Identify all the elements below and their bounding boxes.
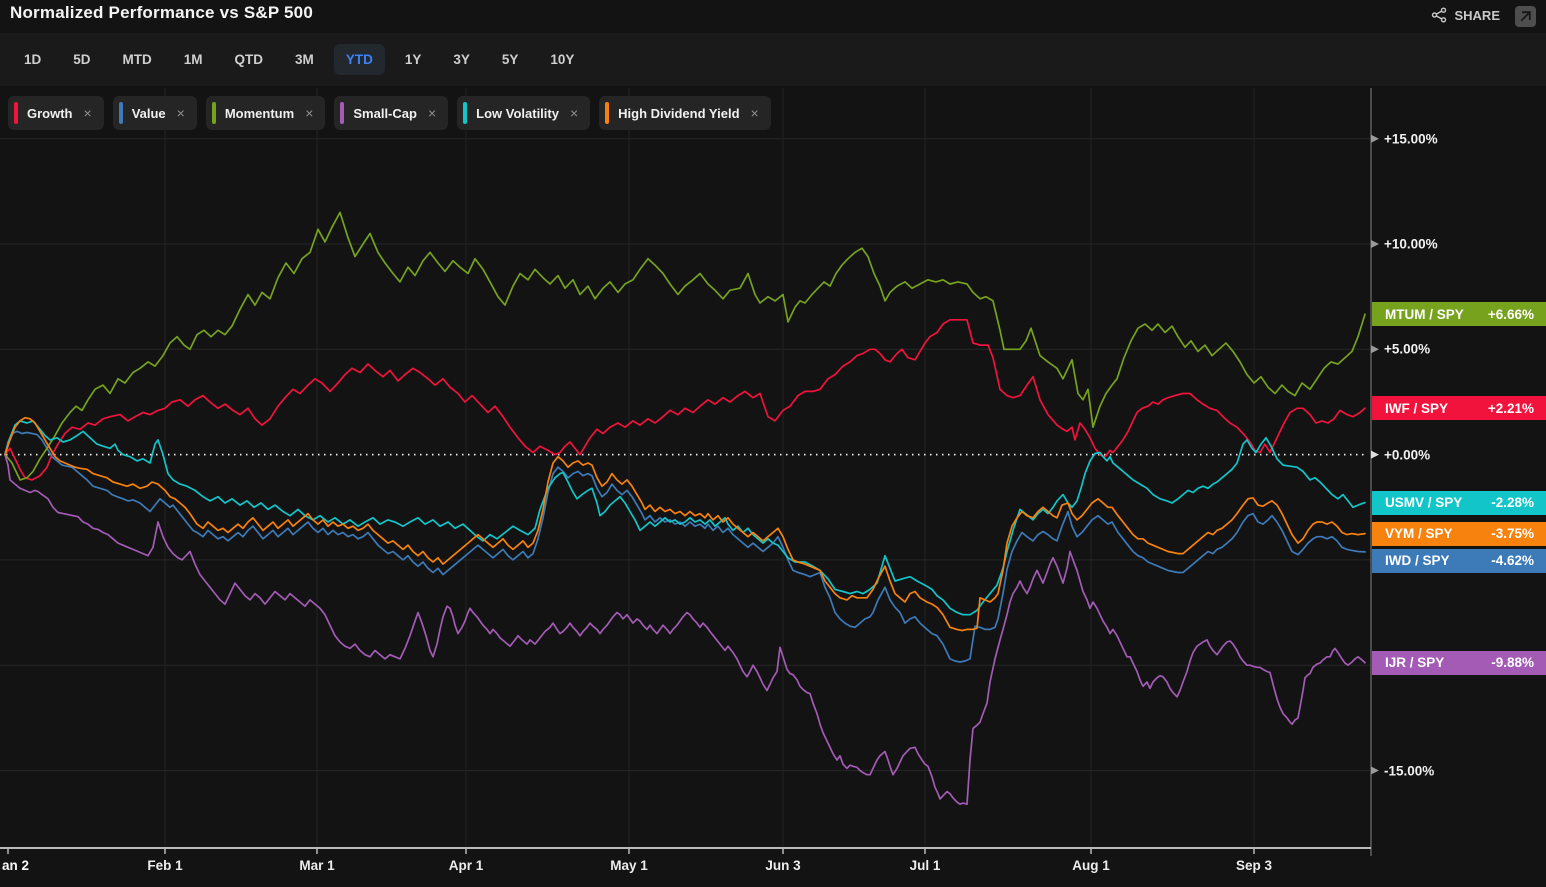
close-icon[interactable]: × xyxy=(305,105,314,121)
y-axis-tick-label: -15.00% xyxy=(1384,763,1435,778)
legend-chip-label: Value xyxy=(131,105,166,121)
legend-chip-label: Low Volatility xyxy=(476,105,559,121)
y-axis-tick-label: +10.00% xyxy=(1384,236,1438,252)
tab-1d[interactable]: 1D xyxy=(24,52,42,67)
legend-color-bar xyxy=(14,102,18,124)
tab-qtd[interactable]: QTD xyxy=(234,52,264,67)
tab-1y[interactable]: 1Y xyxy=(404,52,422,67)
close-icon[interactable]: × xyxy=(176,105,185,121)
tab-5y[interactable]: 5Y xyxy=(501,52,519,67)
close-icon[interactable]: × xyxy=(569,105,579,121)
series-end-badge-mtum: MTUM / SPY +6.66% xyxy=(1372,302,1546,327)
tab-5d[interactable]: 5D xyxy=(73,52,91,67)
tab-ytd[interactable]: YTD xyxy=(333,44,385,75)
series-line-ijr xyxy=(4,453,1366,806)
series-end-badge-usmv: USMV / SPY -2.28% xyxy=(1372,490,1546,515)
legend-color-bar xyxy=(463,102,468,124)
tab-1m[interactable]: 1M xyxy=(183,52,203,67)
badge-ticker-label: VYM / SPY xyxy=(1385,526,1453,542)
badge-ticker-label: IJR / SPY xyxy=(1385,655,1445,671)
tab-3m[interactable]: 3M xyxy=(295,52,314,67)
legend-chip-low-volatility[interactable]: Low Volatility × xyxy=(457,96,591,130)
badge-value: -3.75% xyxy=(1491,526,1534,542)
badge-ticker-label: USMV / SPY xyxy=(1385,495,1463,511)
badge-value: +6.66% xyxy=(1487,306,1534,322)
series-line-vym xyxy=(4,416,1366,632)
series-end-badge-vym: VYM / SPY -3.75% xyxy=(1372,521,1546,546)
series-line-usmv xyxy=(4,420,1366,616)
external-link-button[interactable] xyxy=(1515,6,1536,27)
close-icon[interactable]: × xyxy=(83,105,92,121)
x-axis-tick-label: Jun 3 xyxy=(765,858,801,873)
gridlines xyxy=(0,88,1371,848)
time-range-tabbar: 1D 5D MTD 1M QTD 3M YTD 1Y 3Y 5Y 10Y xyxy=(0,33,1546,86)
legend-chip-label: Momentum xyxy=(224,105,295,121)
badge-value: -4.62% xyxy=(1491,553,1534,569)
external-link-icon xyxy=(1520,11,1531,22)
legend-color-bar xyxy=(605,102,610,124)
series-lines xyxy=(4,211,1366,806)
legend-chip-growth[interactable]: Growth × xyxy=(8,96,104,130)
legend-chip-value[interactable]: Value × xyxy=(112,96,197,130)
series-line-iwd xyxy=(4,430,1366,663)
x-axis-tick-label: Feb 1 xyxy=(147,858,183,873)
series-end-badge-iwf: IWF / SPY +2.21% xyxy=(1372,396,1546,421)
legend-color-bar xyxy=(340,102,345,124)
page-title: Normalized Performance vs S&P 500 xyxy=(10,3,313,22)
legend-color-bar xyxy=(118,102,123,124)
x-axis-tick-label: Apr 1 xyxy=(448,858,484,873)
legend-chip-label: Growth xyxy=(27,105,73,121)
series-end-badge-ijr: IJR / SPY -9.88% xyxy=(1372,650,1546,675)
badge-value: +2.21% xyxy=(1487,400,1534,416)
x-axis-tick-label: May 1 xyxy=(610,858,648,873)
x-axis-tick-label: Mar 1 xyxy=(299,858,335,873)
badge-ticker-label: IWD / SPY xyxy=(1385,553,1450,569)
share-button[interactable]: SHARE xyxy=(1431,7,1500,23)
badge-value: -9.88% xyxy=(1491,655,1534,671)
x-axis-first-label: an 2 xyxy=(2,858,30,873)
close-icon[interactable]: × xyxy=(750,105,759,121)
y-axis-tick-label: +0.00% xyxy=(1384,447,1431,463)
x-axis-tick-label: Aug 1 xyxy=(1072,858,1110,873)
tab-mtd[interactable]: MTD xyxy=(122,52,152,67)
x-axis-tick-label: Sep 3 xyxy=(1235,858,1273,873)
close-icon[interactable]: × xyxy=(427,105,437,121)
y-axis-tick-label: +5.00% xyxy=(1384,341,1431,357)
series-line-iwf xyxy=(4,318,1366,481)
share-label: SHARE xyxy=(1454,7,1500,23)
legend-chip-high-dividend-yield[interactable]: High Dividend Yield × xyxy=(599,96,771,130)
share-icon xyxy=(1431,7,1447,23)
legend-chip-momentum[interactable]: Momentum × xyxy=(205,96,326,130)
axis-ticks xyxy=(7,134,1379,854)
legend-chip-label: High Dividend Yield xyxy=(618,105,740,121)
tab-10y[interactable]: 10Y xyxy=(550,52,575,67)
legend-chip-label: Small-Cap xyxy=(353,105,417,121)
badge-value: -2.28% xyxy=(1491,495,1534,511)
series-line-mtum xyxy=(4,211,1366,481)
x-axis-tick-label: Jul 1 xyxy=(909,858,941,873)
badge-ticker-label: IWF / SPY xyxy=(1385,400,1449,416)
legend-chip-row: Growth × Value × Momentum × Small-Cap × Low Vola… xyxy=(8,96,771,130)
tab-3y[interactable]: 3Y xyxy=(453,52,470,67)
legend-color-bar xyxy=(211,102,216,124)
badge-ticker-label: MTUM / SPY xyxy=(1385,306,1464,322)
y-axis-tick-label: +15.00% xyxy=(1384,131,1438,147)
legend-chip-small-cap[interactable]: Small-Cap × xyxy=(334,96,449,130)
series-end-badge-iwd: IWD / SPY -4.62% xyxy=(1372,548,1546,573)
